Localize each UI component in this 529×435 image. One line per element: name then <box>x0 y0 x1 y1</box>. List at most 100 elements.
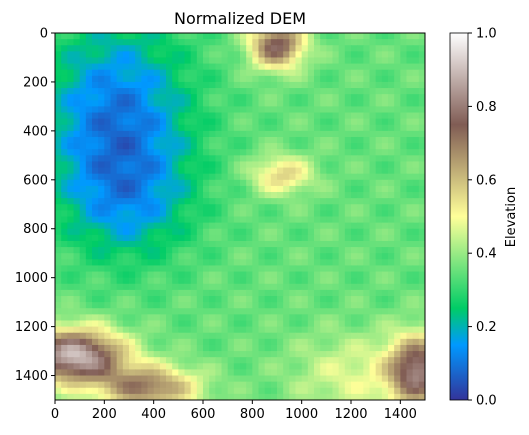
dem-cell <box>147 124 155 132</box>
dem-cell <box>394 326 401 334</box>
dem-cell <box>122 259 130 267</box>
dem-cell <box>381 51 389 59</box>
dem-cell <box>258 69 266 77</box>
dem-cell <box>209 39 216 46</box>
dem-cell <box>406 247 414 254</box>
dem-cell <box>314 228 321 236</box>
dem-cell <box>215 308 223 315</box>
dem-cell <box>344 393 352 400</box>
dem-cell <box>159 88 167 95</box>
dem-cell <box>277 332 284 340</box>
dem-cell <box>135 381 142 389</box>
dem-cell <box>344 57 352 65</box>
dem-cell <box>326 161 334 169</box>
dem-cell <box>203 39 210 46</box>
dem-cell <box>85 149 93 156</box>
dem-cell <box>61 363 68 371</box>
dem-cell <box>307 57 315 65</box>
dem-cell <box>184 302 192 309</box>
dem-cell <box>104 167 112 175</box>
dem-cell <box>110 247 118 254</box>
dem-cell <box>110 106 118 114</box>
dem-cell <box>159 289 167 297</box>
dem-cell <box>79 277 87 285</box>
dem-cell <box>344 81 352 89</box>
dem-cell <box>196 369 204 377</box>
dem-cell <box>110 271 118 279</box>
dem-cell <box>351 136 358 144</box>
dem-cell <box>92 387 99 395</box>
dem-cell <box>418 283 425 291</box>
dem-cell <box>55 118 62 126</box>
dem-cell <box>295 320 303 328</box>
dem-cell <box>129 100 136 107</box>
dem-cell <box>166 247 173 254</box>
dem-cell <box>240 338 247 346</box>
dem-cell <box>381 338 389 346</box>
colorbar-tick-label: 0.0 <box>476 394 497 409</box>
dem-cell <box>215 375 223 383</box>
dem-cell <box>338 234 346 242</box>
dem-cell <box>141 234 149 242</box>
dem-cell <box>252 57 260 65</box>
dem-cell <box>92 167 99 175</box>
dem-cell <box>141 253 149 260</box>
dem-cell <box>394 387 401 395</box>
dem-cell <box>98 387 105 395</box>
dem-cell <box>147 63 155 71</box>
dem-cell <box>147 351 155 358</box>
dem-cell <box>412 283 420 291</box>
dem-cell <box>258 192 266 199</box>
dem-cell <box>203 100 210 107</box>
dem-cell <box>116 277 124 285</box>
dem-cell <box>240 149 247 156</box>
dem-cell <box>246 234 253 242</box>
dem-cell <box>55 302 62 309</box>
dem-cell <box>240 45 247 52</box>
dem-cell <box>418 234 425 242</box>
dem-cell <box>277 39 284 46</box>
dem-cell <box>258 185 266 193</box>
dem-cell <box>252 75 260 83</box>
dem-cell <box>394 69 401 77</box>
dem-cell <box>55 259 62 267</box>
dem-cell <box>394 247 401 254</box>
dem-cell <box>252 100 260 107</box>
dem-cell <box>264 357 272 364</box>
dem-cell <box>159 308 167 315</box>
dem-cell <box>400 204 408 211</box>
dem-cell <box>357 179 364 187</box>
dem-cell <box>351 75 358 83</box>
dem-cell <box>394 375 401 383</box>
dem-cell <box>67 265 75 273</box>
dem-cell <box>301 204 309 211</box>
dem-cell <box>79 130 87 138</box>
dem-cell <box>196 387 204 395</box>
dem-cell <box>301 308 309 315</box>
dem-cell <box>258 179 266 187</box>
dem-cell <box>307 33 315 40</box>
dem-cell <box>135 240 142 248</box>
dem-cell <box>104 204 112 211</box>
dem-cell <box>344 149 352 156</box>
dem-cell <box>307 106 315 114</box>
dem-cell <box>209 106 216 114</box>
colorbar-tick-label: 0.8 <box>476 100 497 115</box>
dem-cell <box>307 204 315 211</box>
dem-cell <box>246 204 253 211</box>
dem-cell <box>344 69 352 77</box>
dem-cell <box>104 118 112 126</box>
dem-cell <box>400 51 408 59</box>
dem-cell <box>190 106 198 114</box>
dem-cell <box>332 45 340 52</box>
dem-cell <box>307 161 315 169</box>
dem-cell <box>98 369 105 377</box>
dem-cell <box>172 375 179 383</box>
dem-cell <box>122 314 130 322</box>
dem-cell <box>363 167 371 175</box>
dem-cell <box>326 75 334 83</box>
dem-cell <box>73 387 81 395</box>
dem-cell <box>172 296 179 303</box>
dem-cell <box>412 375 420 383</box>
dem-cell <box>221 204 229 211</box>
